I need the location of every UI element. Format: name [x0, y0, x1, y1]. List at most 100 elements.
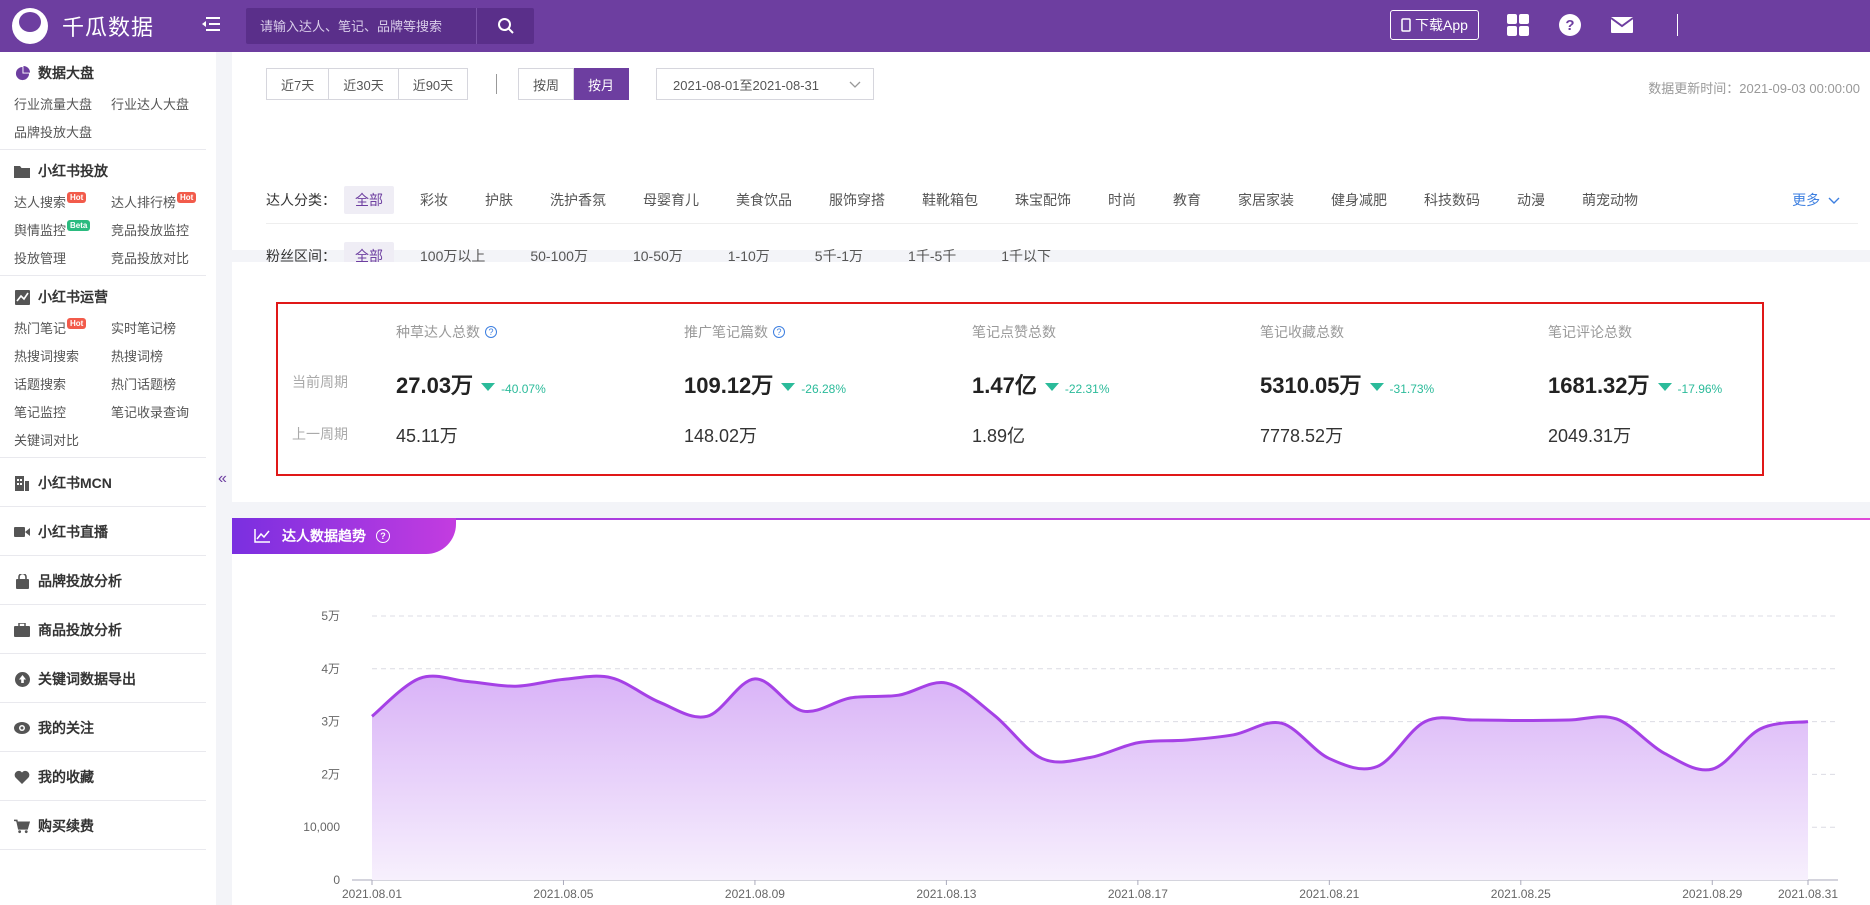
y-tick-label: 4万: [321, 662, 340, 676]
chart-tab[interactable]: 达人数据趋势 ?: [232, 518, 456, 554]
category-chip[interactable]: 全部: [344, 186, 394, 214]
stats-panel: 当前周期 上一周期 种草达人总数? 27.03万 -40.07% 45.11万 推…: [232, 262, 1870, 502]
sidebar-link-brand-placement[interactable]: 品牌投放大盘: [14, 125, 93, 140]
sidebar-link-competitor-compare[interactable]: 竞品投放对比: [111, 251, 190, 266]
current-period-label: 当前周期: [292, 374, 348, 390]
sidebar-link-sentiment[interactable]: 舆情监控 Beta: [14, 220, 111, 239]
sidebar-link-industry-kol[interactable]: 行业达人大盘: [111, 97, 190, 112]
sidebar-link-placement-manage[interactable]: 投放管理: [14, 251, 67, 266]
sidebar-link-keyword-compare[interactable]: 关键词对比: [14, 433, 80, 448]
stat-current-value: 5310.05万: [1260, 373, 1362, 398]
category-chip[interactable]: 教育: [1173, 192, 1201, 208]
sidebar-item-keyword-export[interactable]: 关键词数据导出: [0, 654, 206, 703]
fans-range-chip[interactable]: 1千以下: [1001, 248, 1052, 264]
category-chip[interactable]: 母婴育儿: [643, 192, 699, 208]
sidebar-item-my-favorites[interactable]: 我的收藏: [0, 752, 206, 801]
sidebar-link-hot-search-rank[interactable]: 热搜词榜: [111, 349, 164, 364]
menu-toggle-icon[interactable]: [202, 15, 226, 38]
sidebar-link-kol-ranking[interactable]: 达人排行榜 Hot: [111, 192, 211, 211]
sidebar-item-my-follow[interactable]: 我的关注: [0, 703, 206, 752]
sidebar-item-mcn[interactable]: 小红书MCN: [0, 458, 206, 507]
fans-range-chip[interactable]: 100万以上: [420, 248, 486, 264]
stat-previous-value: 7778.52万: [1260, 426, 1344, 446]
category-chip[interactable]: 萌宠动物: [1582, 192, 1638, 208]
search-button[interactable]: [476, 8, 534, 44]
fans-range-chip[interactable]: 5千-1万: [814, 248, 864, 264]
previous-period-label: 上一周期: [292, 426, 348, 442]
sidebar-title-label: 小红书投放: [38, 163, 108, 179]
more-label: 更多: [1792, 192, 1821, 208]
more-categories-button[interactable]: 更多: [1792, 190, 1840, 210]
category-chip[interactable]: 鞋靴箱包: [922, 192, 978, 208]
search-input[interactable]: [246, 18, 476, 34]
sidebar-item-brand-analysis[interactable]: 品牌投放分析: [0, 556, 206, 605]
date-range-picker[interactable]: 2021-08-01至2021-08-31: [656, 68, 874, 100]
chart-tab-title: 达人数据趋势: [282, 528, 366, 544]
stat-change: -40.07%: [501, 382, 546, 396]
sidebar-link-label: 达人排行榜: [111, 195, 177, 210]
sidebar-item-live[interactable]: 小红书直播: [0, 507, 206, 556]
category-chip[interactable]: 珠宝配饰: [1015, 192, 1071, 208]
series-area: [372, 676, 1808, 880]
help-icon[interactable]: ?: [376, 529, 390, 543]
category-chip[interactable]: 科技数码: [1424, 192, 1480, 208]
fans-range-chip[interactable]: 50-100万: [530, 248, 588, 264]
sidebar-title-xhs-placement[interactable]: 小红书投放: [14, 160, 206, 182]
download-app-button[interactable]: 下载App: [1390, 10, 1479, 40]
sidebar-link-realtime-notes[interactable]: 实时笔记榜: [111, 321, 177, 336]
sidebar-link-topic-search[interactable]: 话题搜索: [14, 377, 67, 392]
category-chip[interactable]: 彩妆: [420, 192, 448, 208]
fans-range-chip[interactable]: 1-10万: [727, 248, 770, 264]
sidebar-title-dashboard[interactable]: 数据大盘: [14, 62, 206, 84]
upload-icon: [14, 671, 30, 687]
apps-grid-icon[interactable]: [1505, 12, 1531, 38]
folder-icon: [14, 163, 30, 179]
category-filter-row: 达人分类： 全部 彩妆 护肤 洗护香氛 母婴育儿 美食饮品 服饰穿搭 鞋靴箱包 …: [266, 186, 1664, 214]
range-30d-button[interactable]: 近30天: [329, 68, 399, 100]
sidebar-item-renew[interactable]: 购买续费: [0, 801, 206, 850]
sidebar-item-label: 我的收藏: [38, 769, 94, 785]
category-chip[interactable]: 动漫: [1517, 192, 1545, 208]
cart-icon: [14, 818, 30, 834]
sidebar-collapse-icon[interactable]: «: [218, 470, 227, 487]
down-arrow-icon: [781, 383, 796, 391]
fans-range-chip[interactable]: 10-50万: [632, 248, 683, 264]
brand-logo[interactable]: 千瓜数据: [12, 8, 192, 44]
fans-range-chip[interactable]: 1千-5千: [908, 248, 957, 264]
sidebar-link-hot-search[interactable]: 热搜词搜索: [14, 349, 80, 364]
category-chip[interactable]: 美食饮品: [736, 192, 792, 208]
down-arrow-icon: [481, 383, 496, 391]
category-chip[interactable]: 服饰穿搭: [829, 192, 885, 208]
pie-chart-icon: [14, 65, 30, 81]
category-chip[interactable]: 健身减肥: [1331, 192, 1387, 208]
sidebar-link-kol-search[interactable]: 达人搜索 Hot: [14, 192, 111, 211]
range-90d-button[interactable]: 近90天: [398, 68, 469, 100]
sidebar-title-label: 小红书运营: [38, 289, 108, 305]
help-icon[interactable]: ?: [773, 326, 785, 338]
top-bar: 千瓜数据 下载App ?: [0, 0, 1870, 52]
sidebar-link-competitor-monitor[interactable]: 竞品投放监控: [111, 223, 190, 238]
help-icon[interactable]: ?: [1557, 12, 1583, 38]
category-chip[interactable]: 家居家装: [1238, 192, 1294, 208]
sidebar-link-note-index[interactable]: 笔记收录查询: [111, 405, 190, 420]
sidebar-link-hot-notes[interactable]: 热门笔记 Hot: [14, 318, 111, 337]
sidebar-title-xhs-ops[interactable]: 小红书运营: [14, 286, 206, 308]
trend-chart: 0 10,000 2万 3万 4万 5万 2021.08.01 2021.08.05 2021.…: [303, 609, 1838, 901]
beta-badge: Beta: [67, 220, 91, 231]
sidebar-link-note-monitor[interactable]: 笔记监控: [14, 405, 67, 420]
category-chip[interactable]: 时尚: [1108, 192, 1136, 208]
sidebar-link-hot-topic-rank[interactable]: 热门话题榜: [111, 377, 177, 392]
period-month-button[interactable]: 按月: [574, 68, 630, 100]
sidebar-item-product-analysis[interactable]: 商品投放分析: [0, 605, 206, 654]
mail-icon[interactable]: [1609, 12, 1635, 38]
sidebar-item-label: 购买续费: [38, 818, 94, 834]
sidebar-link-industry-traffic[interactable]: 行业流量大盘: [14, 97, 93, 112]
range-7d-button[interactable]: 近7天: [266, 68, 330, 100]
chart-panel: 0 10,000 2万 3万 4万 5万 2021.08.01 2021.08.05 2021.…: [232, 518, 1870, 905]
category-chip[interactable]: 洗护香氛: [550, 192, 606, 208]
eye-icon: [14, 720, 30, 736]
help-icon[interactable]: ?: [485, 326, 497, 338]
period-week-button[interactable]: 按周: [518, 68, 575, 100]
category-chip[interactable]: 护肤: [485, 192, 513, 208]
sidebar-link-label: 达人搜索: [14, 195, 67, 210]
